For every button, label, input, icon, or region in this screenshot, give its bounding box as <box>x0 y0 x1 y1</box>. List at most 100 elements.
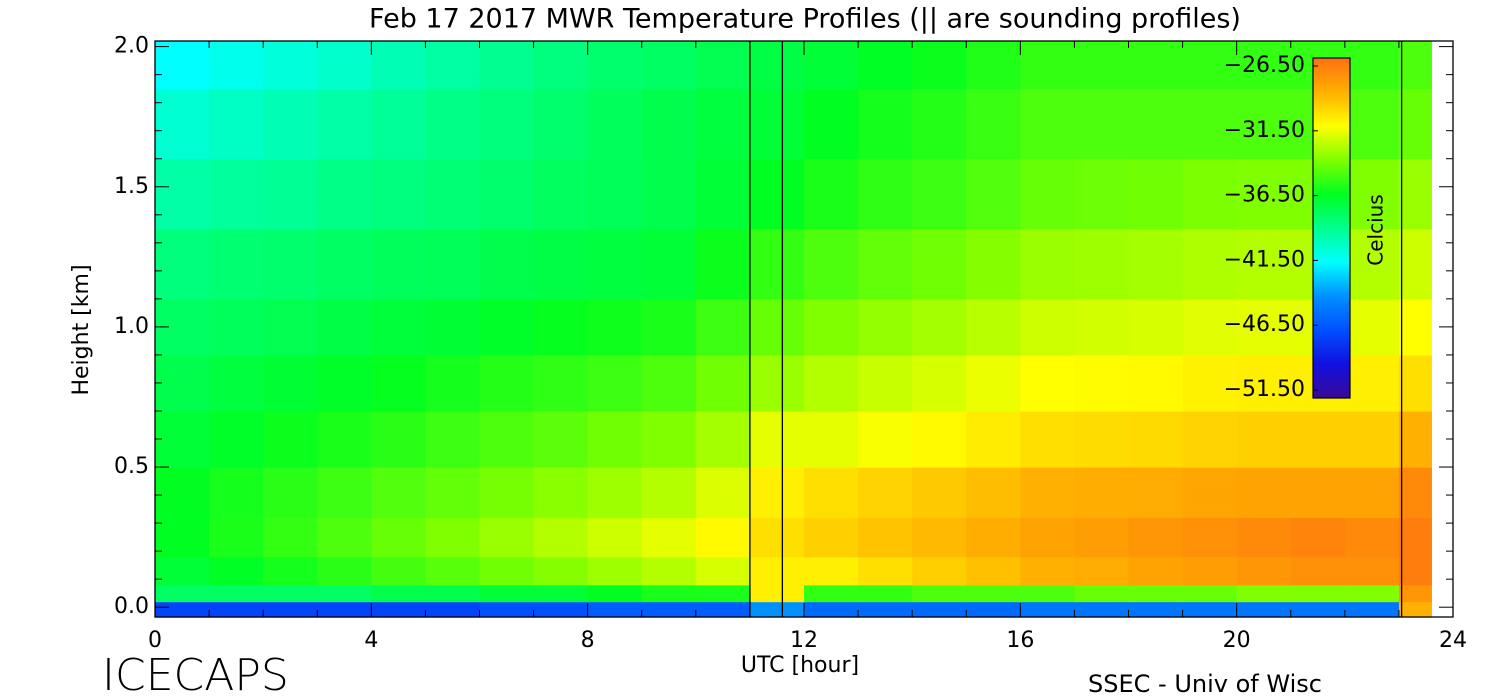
heatmap-cell <box>371 584 427 603</box>
colorbar-tick-label: −51.50 <box>1224 377 1305 402</box>
heatmap-cell <box>804 584 859 603</box>
heatmap-cell <box>371 88 427 160</box>
heatmap-cell <box>641 41 697 90</box>
heatmap-cell <box>804 298 859 356</box>
heatmap-cell <box>1290 556 1346 586</box>
heatmap-cell <box>155 88 210 160</box>
heatmap-cell <box>317 410 372 468</box>
heatmap-cell <box>425 88 481 160</box>
heatmap-cell <box>479 601 535 618</box>
heatmap-cell <box>317 228 372 300</box>
heatmap-cell <box>1290 601 1346 618</box>
heatmap-cell <box>1074 517 1130 558</box>
heatmap-cell <box>1398 41 1432 90</box>
heatmap-cell <box>804 158 859 230</box>
y-tick-label: 1.5 <box>114 174 149 199</box>
colorbar-tick-label: −31.50 <box>1224 118 1305 143</box>
heatmap-cell <box>317 88 372 160</box>
heatmap-cell <box>749 298 805 356</box>
heatmap-cell <box>1236 410 1292 468</box>
heatmap-cell <box>1074 298 1130 356</box>
heatmap-cell <box>1398 88 1432 160</box>
heatmap-cell <box>695 556 751 586</box>
heatmap-cell <box>209 410 264 468</box>
heatmap-cell <box>1182 298 1238 356</box>
heatmap-cell <box>804 601 859 618</box>
heatmap-cell <box>533 584 589 603</box>
heatmap-cell <box>479 584 535 603</box>
heatmap-cell <box>1290 410 1346 468</box>
heatmap-cell <box>1020 601 1076 618</box>
heatmap-cell <box>804 228 859 300</box>
heatmap-cell <box>858 467 913 519</box>
heatmap-cell <box>533 88 589 160</box>
heatmap-cell <box>1398 556 1432 586</box>
heatmap-cell <box>804 517 859 558</box>
heatmap-cell <box>1344 228 1400 300</box>
heatmap-cell <box>587 41 643 90</box>
heatmap-cell <box>587 556 643 586</box>
heatmap-cell <box>317 601 372 618</box>
heatmap-cell <box>479 467 535 519</box>
heatmap-cell <box>1182 410 1238 468</box>
heatmap-cell <box>587 467 643 519</box>
heatmap-cell <box>1128 41 1184 90</box>
heatmap-cell <box>209 158 264 230</box>
heatmap-cell <box>425 41 481 90</box>
heatmap-cell <box>1074 88 1130 160</box>
heatmap-cell <box>533 354 589 412</box>
heatmap-cell <box>1074 228 1130 300</box>
heatmap-cell <box>317 467 372 519</box>
heatmap-cell <box>155 556 210 586</box>
heatmap-cell <box>479 88 535 160</box>
heatmap-cell <box>1074 467 1130 519</box>
heatmap-cell <box>1236 556 1292 586</box>
heatmap-cell <box>966 517 1021 558</box>
heatmap-cell <box>966 410 1021 468</box>
heatmap-cell <box>371 556 427 586</box>
heatmap-cell <box>425 556 481 586</box>
colorbar-label: Celcius <box>1364 194 1388 265</box>
heatmap-cell <box>1182 41 1238 90</box>
heatmap-cell <box>587 517 643 558</box>
heatmap-cell <box>371 467 427 519</box>
heatmap-cell <box>317 41 372 90</box>
heatmap-cell <box>912 410 967 468</box>
heatmap-cell <box>695 228 751 300</box>
heatmap-cell <box>533 158 589 230</box>
heatmap-cell <box>1344 158 1400 230</box>
heatmap-cell <box>371 517 427 558</box>
heatmap-cell <box>155 601 210 618</box>
heatmap-cell <box>1074 584 1130 603</box>
heatmap-cell <box>155 354 210 412</box>
heatmap-cell <box>479 556 535 586</box>
heatmap-cell <box>912 298 967 356</box>
heatmap-cell <box>749 517 805 558</box>
heatmap-cell <box>912 601 967 618</box>
heatmap-cell <box>966 41 1021 90</box>
heatmap-cell <box>1128 601 1184 618</box>
heatmap-cell <box>587 410 643 468</box>
heatmap-cell <box>1020 584 1076 603</box>
heatmap-cell <box>858 298 913 356</box>
colorbar-tick-label: −26.50 <box>1224 53 1305 78</box>
heatmap-cell <box>1344 298 1400 356</box>
heatmap-cell <box>695 584 751 603</box>
heatmap-cell <box>1236 41 1292 90</box>
heatmap <box>155 41 1432 618</box>
heatmap-cell <box>641 556 697 586</box>
heatmap-cell <box>587 584 643 603</box>
heatmap-cell <box>263 298 318 356</box>
heatmap-cell <box>749 354 805 412</box>
heatmap-cell <box>263 601 318 618</box>
heatmap-cell <box>1128 228 1184 300</box>
heatmap-cell <box>749 601 805 618</box>
heatmap-cell <box>966 584 1021 603</box>
heatmap-cell <box>912 41 967 90</box>
heatmap-cell <box>966 298 1021 356</box>
heatmap-cell <box>1344 354 1400 412</box>
heatmap-cell <box>1398 228 1432 300</box>
heatmap-cell <box>804 556 859 586</box>
heatmap-cell <box>263 467 318 519</box>
heatmap-cell <box>1398 467 1432 519</box>
